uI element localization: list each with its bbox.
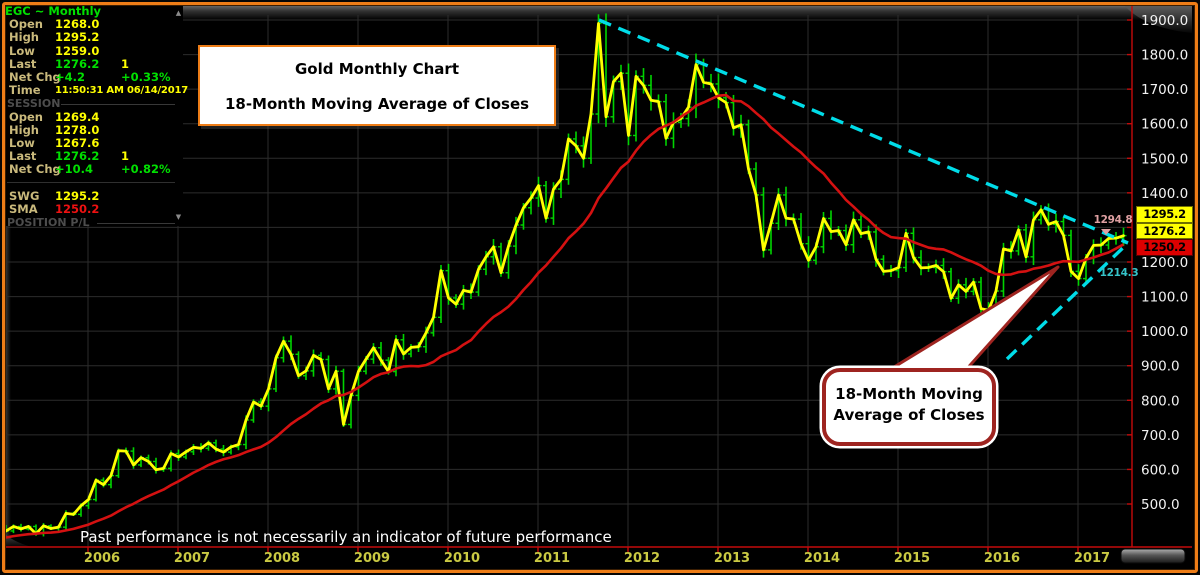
- svg-text:1000.0: 1000.0: [1141, 324, 1188, 340]
- svg-text:2010: 2010: [444, 551, 480, 566]
- svg-text:2014: 2014: [804, 551, 840, 566]
- svg-text:2009: 2009: [354, 551, 390, 566]
- chart-title-box[interactable]: Gold Monthly Chart 18-Month Moving Avera…: [198, 45, 556, 126]
- quote-row: High 1278.0: [9, 122, 100, 137]
- svg-text:1100.0: 1100.0: [1141, 290, 1188, 306]
- svg-text:2017: 2017: [1074, 551, 1110, 566]
- panel-section-header: POSITION P/L: [5, 216, 183, 229]
- svg-text:2016: 2016: [984, 551, 1020, 566]
- quote-row: Time 11:50:31 AM 06/14/2017: [9, 83, 188, 98]
- ma-callout-box[interactable]: 18-Month Moving Average of Closes: [822, 368, 996, 446]
- swing-high-value-label: 1294.8: [1093, 214, 1133, 226]
- disclaimer-text: Past performance is not necessarily an i…: [80, 528, 612, 546]
- svg-text:500.0: 500.0: [1141, 497, 1180, 513]
- svg-text:1700.0: 1700.0: [1141, 82, 1188, 98]
- panel-scrollbar[interactable]: ▲ ▼: [174, 7, 183, 224]
- horizontal-scrollbar-thumb: [1120, 548, 1186, 564]
- svg-text:2007: 2007: [174, 551, 210, 566]
- svg-text:1800.0: 1800.0: [1141, 48, 1188, 64]
- panel-section-header: SESSION: [5, 97, 183, 110]
- svg-text:1500.0: 1500.0: [1141, 151, 1188, 167]
- svg-text:1400.0: 1400.0: [1141, 186, 1188, 202]
- symbol-label: EGC ~ Monthly: [5, 4, 102, 18]
- quote-panel: EGC ~ Monthly Open 1268.0 High 1295.2 Low 125…: [5, 4, 188, 229]
- svg-text:2006: 2006: [84, 551, 120, 566]
- quote-row: Low 1267.6: [9, 135, 100, 150]
- svg-text:2012: 2012: [624, 551, 660, 566]
- quote-row: Last 1276.2 1: [9, 56, 130, 71]
- scroll-up-icon[interactable]: ▲: [175, 9, 182, 17]
- svg-text:2008: 2008: [264, 551, 300, 566]
- svg-text:2015: 2015: [894, 551, 930, 566]
- quote-row: Open 1268.0: [9, 17, 100, 32]
- price-badge-stack: 1295.2 1276.2 1250.2: [1136, 206, 1193, 256]
- svg-text:1600.0: 1600.0: [1141, 117, 1188, 133]
- svg-text:900.0: 900.0: [1141, 359, 1180, 375]
- ma-callout-line1: 18-Month Moving: [835, 385, 983, 403]
- svg-text:2011: 2011: [534, 551, 570, 566]
- svg-text:1200.0: 1200.0: [1141, 255, 1188, 271]
- ma-callout-line2: Average of Closes: [833, 406, 985, 424]
- svg-text:600.0: 600.0: [1141, 462, 1180, 478]
- scroll-down-icon[interactable]: ▼: [175, 213, 182, 221]
- quote-row: SWG 1295.2: [9, 188, 100, 203]
- quote-row: Net Chg +10.4 +0.82%: [9, 162, 171, 177]
- sma-price-badge: 1250.2: [1136, 239, 1193, 256]
- quote-row: Low 1259.0: [9, 43, 100, 58]
- quote-row: SMA 1250.2: [9, 201, 100, 216]
- quote-row: High 1295.2: [9, 30, 100, 45]
- trendline-value-label: 1214.3: [1099, 267, 1139, 279]
- chart-subtitle: 18-Month Moving Average of Closes: [224, 95, 530, 113]
- svg-text:800.0: 800.0: [1141, 393, 1180, 409]
- svg-text:2013: 2013: [714, 551, 750, 566]
- swing-high-marker-icon: [1101, 229, 1111, 235]
- svg-text:1900.0: 1900.0: [1141, 13, 1188, 29]
- panel-divider: [5, 176, 183, 189]
- chart-title: Gold Monthly Chart: [295, 60, 459, 78]
- quote-row: Last 1276.2 1: [9, 149, 130, 164]
- swing-high-badge: 1295.2: [1136, 206, 1193, 223]
- last-price-badge: 1276.2: [1136, 222, 1193, 239]
- quote-row: Net Chg +4.2 +0.33%: [9, 69, 171, 84]
- quote-row: Open 1269.4: [9, 109, 100, 124]
- svg-text:700.0: 700.0: [1141, 428, 1180, 444]
